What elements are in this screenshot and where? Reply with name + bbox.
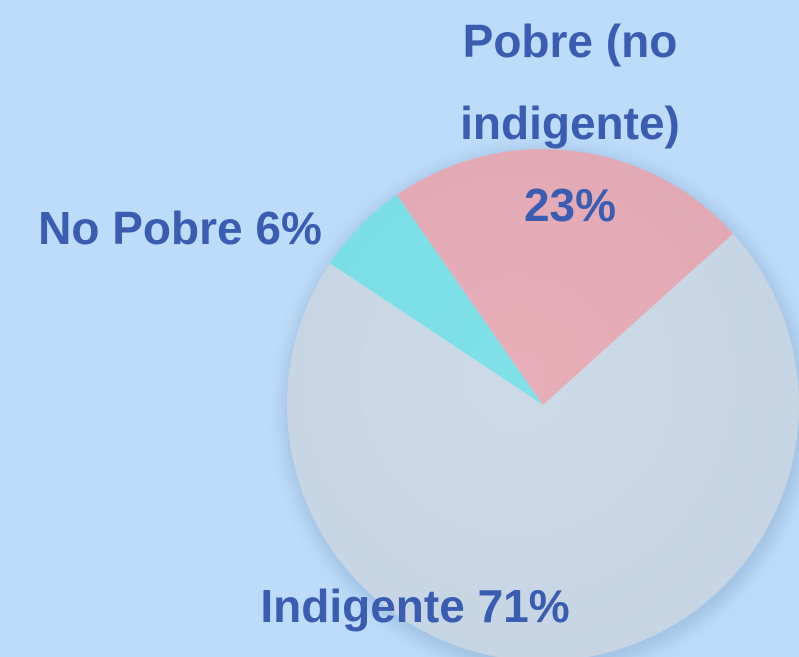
category-label: No Pobre xyxy=(38,202,242,254)
page: No Pobre 6% Pobre (no indigente) 23% Indige… xyxy=(0,0,799,657)
slice-label: No Pobre 6% xyxy=(0,187,360,269)
value-label: 6% xyxy=(255,202,321,254)
category-label: Pobre (no indigente) xyxy=(460,15,680,149)
category-label: Indigente xyxy=(260,580,464,632)
slice-label: Pobre (no indigente) 23% xyxy=(385,0,755,246)
slice-label: Indigente 71% xyxy=(200,565,630,647)
value-label: 71% xyxy=(478,580,570,632)
value-label: 23% xyxy=(385,164,755,246)
